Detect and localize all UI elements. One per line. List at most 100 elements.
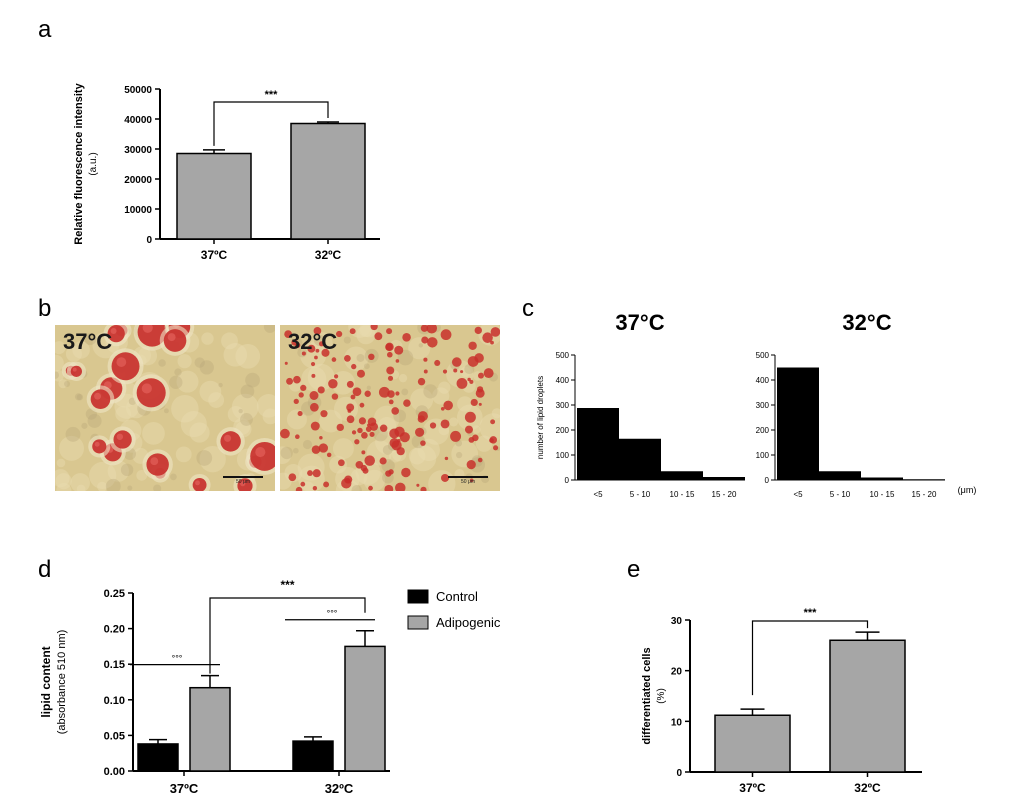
lipid-droplet [364,390,371,397]
y-tick-label: 30 [671,616,683,627]
droplet-highlight [141,383,152,394]
x-tick-label: <5 [793,490,803,499]
lipid-droplet [335,330,343,338]
cell-texture [475,435,493,452]
lipid-droplet [423,357,428,362]
lipid-droplet [288,473,297,482]
cell-texture [455,451,463,459]
cell-texture [307,363,335,391]
x-tick-label: 32ºC [325,781,354,796]
lipid-droplet [331,357,337,362]
cell-texture [170,473,177,481]
cell-texture [223,343,248,367]
lipid-droplet [352,387,362,397]
lipid-droplet [361,432,368,439]
cell-texture [158,359,166,367]
cell-texture [343,346,369,371]
scale-bar [223,476,263,478]
lipid-droplet [421,336,429,344]
lipid-droplet [367,423,371,427]
significance-label: °°° [327,609,338,619]
significance-bracket [751,620,869,696]
lipid-droplet [397,439,401,443]
lipid-droplet [297,411,303,417]
cell-texture [245,372,260,388]
lipid-droplet [333,374,339,379]
y-tick-label: 0.20 [104,624,125,636]
lipid-droplet [475,388,485,398]
lipid-droplet [464,411,476,423]
cell-texture [292,447,299,454]
cell-texture [401,388,409,396]
y-tick-label: 40000 [124,115,152,126]
cell-texture [87,413,102,428]
lipid-droplet [307,344,316,353]
lipid-droplet [440,406,445,411]
x-tick-label: 10 - 15 [670,490,695,499]
lipid-droplet [379,457,387,465]
panel-letter-e: e [627,556,641,583]
lipid-droplet [284,361,288,365]
lipid-droplet [469,379,474,384]
lipid-droplet [346,415,355,424]
lipid-droplet [402,333,411,342]
panel-letter-d: d [38,556,52,583]
lipid-droplet [420,440,426,446]
lipid-droplet [490,327,500,337]
lipid-droplet [468,341,477,350]
y-tick-label: 100 [556,451,570,460]
chart-d-lipid-content: 0.00 0.05 0.10 0.15 0.20 0.25 37ºC 32ºC °°° °°° **… [39,578,501,796]
lipid-droplet [358,417,367,425]
cell-texture [423,384,438,399]
cell-texture [199,380,222,403]
lipid-droplet [477,372,484,379]
cell-texture [56,458,66,468]
lipid-droplet [337,459,345,467]
scale-bar [448,476,488,478]
lipid-droplet [349,328,356,335]
cell-texture [120,463,134,477]
lipid-droplet [300,384,307,392]
cell-texture [460,366,471,378]
significance-label: *** [280,578,294,592]
cell-texture [84,332,97,345]
lipid-droplet [401,467,411,478]
lipid-droplet [350,394,356,400]
droplet-highlight [110,328,117,335]
cell-texture [218,382,223,388]
lipid-droplet [444,456,449,461]
x-unit-label: (μm) [958,485,977,495]
lipid-droplet [136,378,166,408]
y-tick-label: 100 [756,451,770,460]
lipid-droplet [293,375,301,384]
y-tick-label: 0.15 [104,659,125,671]
lipid-droplet [387,390,395,398]
y-axis-label-unit: (%) [656,688,667,704]
cell-texture [76,484,86,491]
legend-swatch-adipogenic [407,615,429,630]
lipid-droplet [111,352,140,381]
lipid-droplet [429,422,437,429]
lipid-droplet [284,330,293,338]
lipid-droplet [369,431,375,437]
droplet-highlight [142,325,153,333]
lipid-droplet [323,481,330,488]
lipid-droplet [317,386,325,394]
cell-texture [366,385,371,390]
y-tick-label: 400 [556,376,570,385]
bar-adipogenic-32c [344,645,386,772]
y-axis-label-unit: (a.u.) [88,152,99,175]
lipid-droplet [395,391,400,396]
cell-texture [208,392,225,409]
lipid-droplet [351,363,357,370]
significance-bracket [213,101,329,146]
y-tick-label: 400 [756,376,770,385]
cell-texture [280,446,292,465]
cell-texture [363,363,370,370]
cell-texture [142,421,165,445]
lipid-droplet [344,354,351,362]
droplet-highlight [167,333,176,342]
lipid-droplet [359,402,365,408]
histogram-title: 37°C [615,310,664,335]
cell-texture [107,460,129,482]
